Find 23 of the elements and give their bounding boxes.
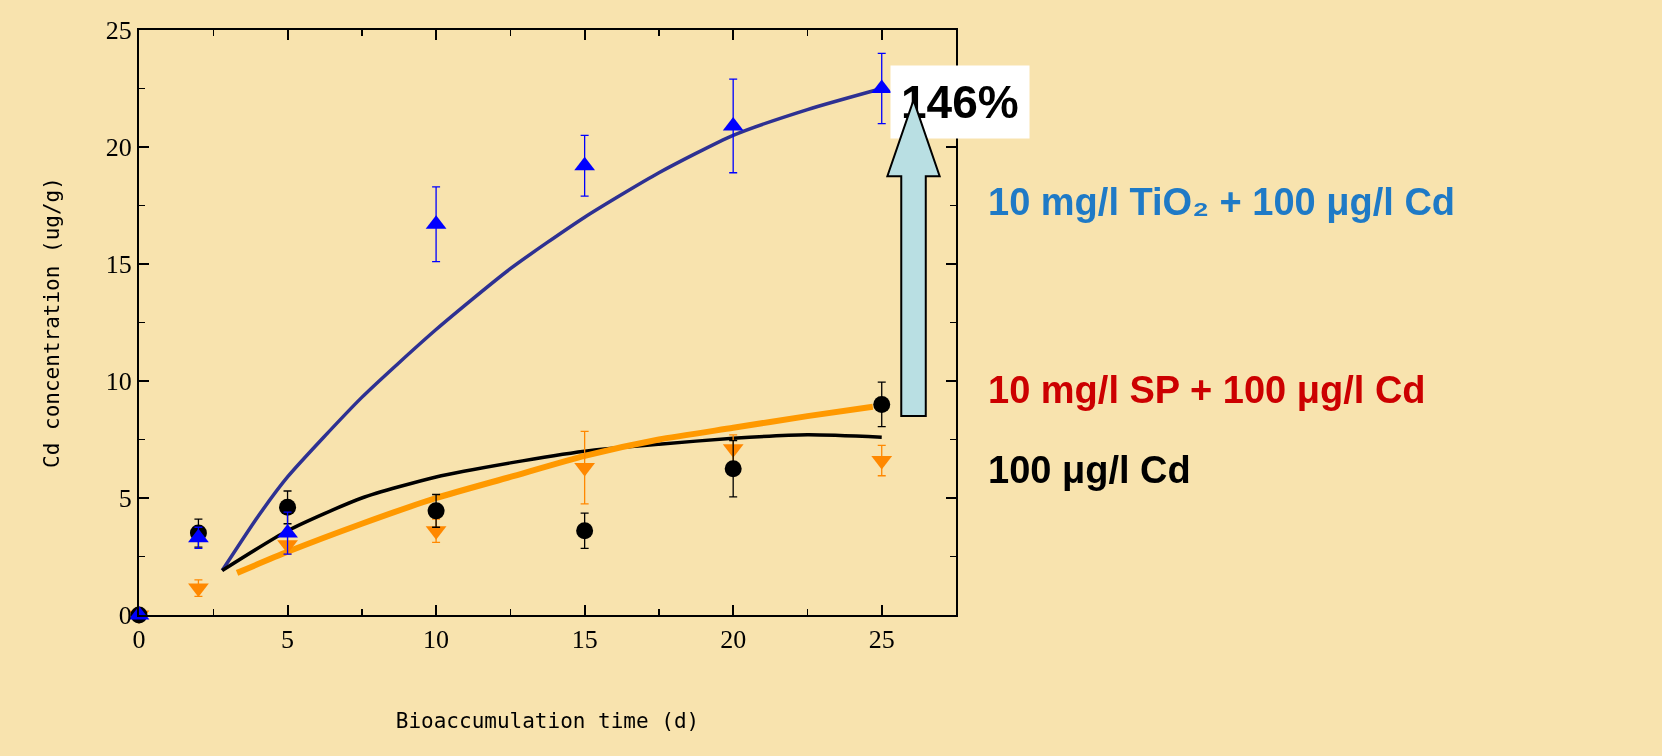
point xyxy=(873,395,891,413)
point xyxy=(279,498,297,516)
y-tick-label: 15 xyxy=(105,250,132,280)
x-tick-label: 25 xyxy=(868,625,895,655)
y-tick-label: 25 xyxy=(105,16,132,46)
x-tick-label: 5 xyxy=(281,625,295,655)
y-tick-label: 0 xyxy=(118,601,132,631)
point xyxy=(576,522,594,540)
x-tick-label: 15 xyxy=(571,625,598,655)
text: 100 μg/l Cd xyxy=(988,449,1191,491)
point xyxy=(188,583,209,598)
point xyxy=(427,502,445,520)
point xyxy=(724,460,742,478)
x-tick-label: 10 xyxy=(423,625,450,655)
x-tick-label: 20 xyxy=(720,625,747,655)
y-tick-label: 5 xyxy=(118,484,132,514)
line-series xyxy=(220,433,884,573)
y-axis-title: Cd concentration (ug/g) xyxy=(40,177,65,468)
text: 10 mg/l TiO₂ + 100 μg/l Cd xyxy=(988,181,1456,223)
y-tick-label: 10 xyxy=(105,367,132,397)
x-axis-title: Bioaccumulation time (d) xyxy=(395,708,700,733)
text: 10 mg/l SP + 100 μg/l Cd xyxy=(988,369,1426,411)
y-tick-label: 20 xyxy=(105,133,132,163)
